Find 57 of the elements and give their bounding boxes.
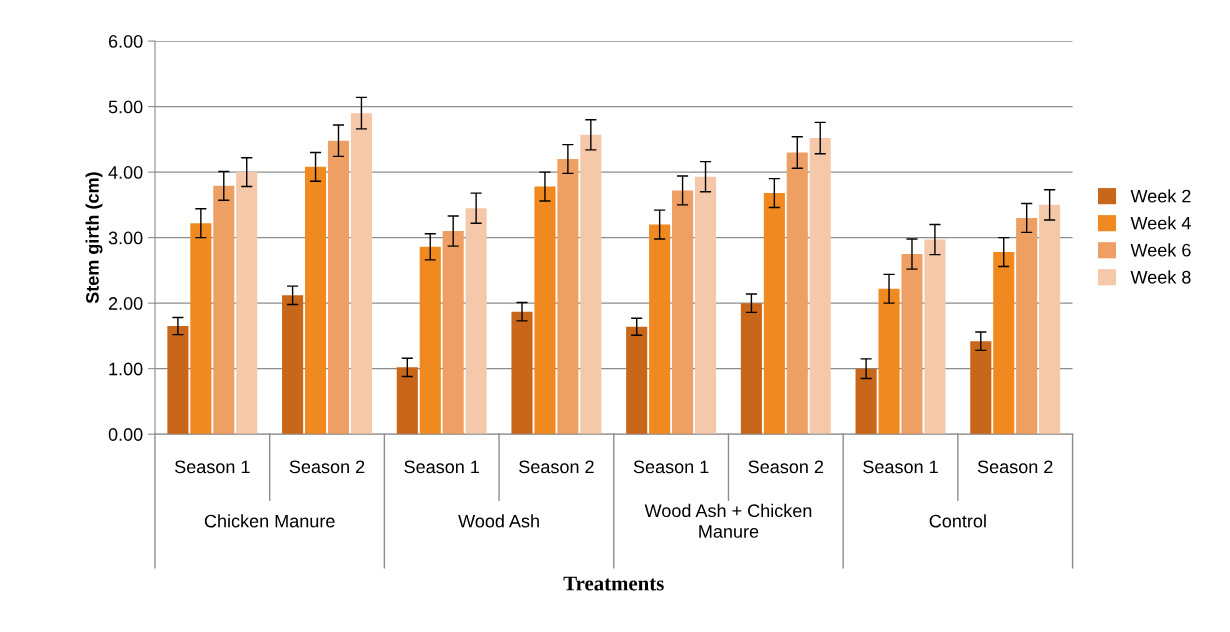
bar bbox=[305, 166, 327, 435]
x-tick-label: Season 2 bbox=[519, 460, 594, 474]
legend-label: Week 2 bbox=[1130, 189, 1191, 203]
y-tick-label: 3.00 bbox=[108, 231, 143, 245]
bar bbox=[190, 223, 212, 435]
bar bbox=[626, 326, 648, 435]
bar bbox=[580, 134, 602, 435]
y-tick-label: 2.00 bbox=[108, 297, 143, 310]
bar bbox=[649, 224, 671, 435]
bar bbox=[442, 231, 464, 435]
x-tick-label: Season 1 bbox=[404, 460, 479, 474]
legend-label: Week 6 bbox=[1130, 243, 1191, 257]
bar bbox=[740, 303, 762, 435]
bar bbox=[213, 185, 235, 435]
bar bbox=[419, 246, 441, 435]
bar bbox=[809, 138, 831, 435]
bar bbox=[970, 341, 992, 435]
x-tick-label: Season 2 bbox=[977, 460, 1053, 474]
x-tick-label: Season 1 bbox=[633, 460, 709, 474]
bar bbox=[672, 190, 694, 435]
bar bbox=[786, 152, 808, 435]
bar bbox=[855, 368, 877, 435]
x-tick-label: Season 2 bbox=[748, 460, 824, 474]
x-tick-label: Season 1 bbox=[863, 460, 938, 474]
x-tick-label: Season 2 bbox=[289, 460, 365, 474]
legend-label: Week 4 bbox=[1130, 216, 1191, 230]
bar bbox=[396, 367, 418, 435]
text: Chicken Manure bbox=[204, 514, 335, 528]
bar bbox=[557, 159, 579, 435]
text: Wood Ash bbox=[458, 514, 539, 528]
text: Control bbox=[929, 514, 986, 528]
bar bbox=[1016, 217, 1038, 435]
bar bbox=[993, 252, 1015, 435]
bar bbox=[236, 172, 258, 435]
bar bbox=[511, 311, 533, 435]
bar bbox=[694, 176, 717, 435]
text: Wood Ash + Chicken Manure bbox=[644, 503, 812, 538]
y-axis-title: Stem girth (cm) bbox=[85, 172, 103, 304]
y-tick-label: 0.00 bbox=[108, 428, 143, 441]
x-axis-title: Treatments bbox=[563, 576, 664, 591]
y-tick-label: 6.00 bbox=[108, 35, 143, 48]
legend-label: Week 8 bbox=[1130, 270, 1191, 284]
bar bbox=[1039, 204, 1061, 435]
bar bbox=[167, 326, 189, 435]
y-tick-label: 1.00 bbox=[109, 362, 143, 376]
y-tick-label: 5.00 bbox=[108, 100, 143, 114]
bar bbox=[282, 295, 304, 435]
bar bbox=[924, 239, 946, 435]
bar bbox=[763, 193, 785, 435]
y-tick-label: 4.00 bbox=[108, 166, 143, 179]
x-tick-label: Season 1 bbox=[175, 460, 250, 474]
bar bbox=[878, 288, 900, 435]
bar bbox=[327, 140, 350, 435]
bar bbox=[465, 208, 487, 435]
bar bbox=[350, 113, 372, 435]
bar bbox=[901, 254, 923, 435]
bar bbox=[534, 186, 556, 435]
